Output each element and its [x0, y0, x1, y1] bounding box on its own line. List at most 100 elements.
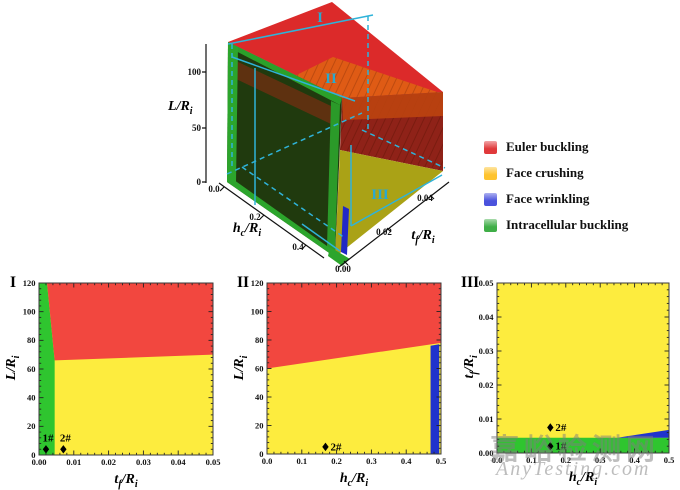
plot-II-ytick-label: 120 — [251, 278, 264, 288]
cube-L-axis-label: L/Ri — [168, 99, 193, 117]
plot-I-xtick-label: 0.05 — [206, 457, 221, 467]
plot-I-xtick-label: 0.04 — [171, 457, 187, 467]
tf-tick-0.02: 0.02 — [376, 227, 392, 237]
cube-left-edge-green-strip — [227, 42, 238, 183]
L-tick-0: 0 — [197, 177, 202, 187]
plot-I-region-euler_buckling — [47, 283, 213, 361]
plot-II-xtick-label: 0.0 — [262, 456, 273, 466]
plot-I-ytick-label: 20 — [27, 421, 36, 431]
panel-label-III: III — [461, 274, 479, 291]
section-outline-solid-lines — [227, 14, 443, 252]
cube-left-face-brown-band — [234, 60, 331, 124]
legend-label: Euler buckling — [506, 139, 589, 154]
plot-I-xtick-label: 0.03 — [136, 457, 151, 467]
cube-section-labels: I II III — [317, 10, 389, 203]
legend-swatch — [484, 218, 497, 232]
section-label-II: II — [325, 71, 337, 87]
legend-swatch — [484, 140, 497, 154]
plot-III-xtick-label: 0.2 — [560, 455, 571, 465]
plot-I-ytick-label: 0 — [31, 450, 35, 460]
plot-III-frame — [496, 282, 670, 454]
plot-I-ytick-label: 100 — [23, 306, 36, 316]
phase-cube-3d: 0 50 100 0.0 0.2 0.4 0.00 0.02 0.04 — [188, 2, 450, 274]
plot-III-region-intracellular_buckling — [497, 437, 669, 453]
tf-axis-ticks — [343, 194, 435, 266]
plot-II-frame — [266, 282, 442, 455]
plot-III-region-face_crushing — [497, 283, 669, 453]
plot-II-ytick-label: 80 — [255, 335, 264, 345]
plot-III-xtick-label: 0.3 — [595, 455, 606, 465]
plot-III-ytick-label: 0.05 — [479, 278, 494, 288]
hidden-edge-5 — [361, 129, 446, 169]
plot-III-region-face_wrinkling — [617, 429, 669, 438]
cube-tick-labels: 0 50 100 0.0 0.2 0.4 0.00 0.02 0.04 — [188, 67, 434, 274]
plot-I-marker-label-2#: 2# — [60, 432, 72, 444]
plot-II-ytick-label: 0 — [259, 449, 263, 459]
section-outline-dashed-lines — [226, 16, 446, 239]
hidden-edge-4 — [241, 166, 346, 239]
plot-II-region-face_wrinkling — [430, 344, 440, 454]
legend-label: Intracellular buckling — [506, 217, 629, 232]
plot-I-xlabel: tf/Ri — [114, 472, 138, 490]
plot-II-xtick-label: 0.4 — [401, 456, 412, 466]
plot-II: 0.0 0.1 0.2 0.3 0.4 0.5 0 20 40 60 80 100 120 2# II — [237, 274, 447, 466]
legend-swatch — [484, 192, 497, 206]
cube-tf-axis-label: tf/Ri — [411, 228, 435, 246]
plot-I-ytick-label: 40 — [27, 392, 36, 402]
plot-I-marker-2# — [60, 445, 67, 454]
plot-I-ylabel: L/Ri — [4, 355, 22, 381]
cube-hc-axis-label: hc/Ri — [232, 221, 262, 239]
plot-III-area: 0.0 0.1 0.2 0.3 0.4 0.5 0.00 0.01 0.02 0.03 0.04 0.… — [461, 274, 674, 465]
legend: Euler buckling Face crushing Face wrinklin… — [484, 134, 628, 238]
plot-III-xtick-label: 0.5 — [664, 455, 675, 465]
cube-right-face-crushing — [335, 150, 443, 257]
plot-I-ytick-label: 120 — [23, 278, 36, 288]
panel-label-II: II — [237, 274, 249, 291]
tf-tick-0.04: 0.04 — [417, 193, 433, 203]
plot-I-marker-1# — [42, 445, 50, 454]
cube-top-face-euler — [228, 2, 443, 98]
section-III-left-trace — [301, 223, 341, 252]
plot-II-marker-2# — [322, 442, 329, 452]
hc-tick-0.2: 0.2 — [249, 212, 261, 222]
legend-label: Face crushing — [506, 165, 584, 180]
plot-I-area: 0.00 0.01 0.02 0.03 0.04 0.05 0 20 40 60 80 100 120 1… — [10, 274, 220, 467]
plot-III-xtick-label: 0.0 — [492, 455, 503, 465]
plot-II-ytick-label: 20 — [255, 420, 264, 430]
plot-II-xtick-label: 0.2 — [331, 456, 342, 466]
plot-III-ytick-label: 0.03 — [479, 346, 494, 356]
plot-III-xtick-label: 0.4 — [629, 455, 640, 465]
plot-III-ytick-label: 0.00 — [479, 448, 494, 458]
L-tick-100: 100 — [188, 67, 202, 77]
cube-bottom-edge-green-strip — [227, 175, 335, 257]
plot-III-marker-label-2#: 2# — [555, 422, 567, 434]
tf-tick-0.00: 0.00 — [335, 264, 351, 274]
plot-I-xtick-label: 0.01 — [66, 457, 81, 467]
plot-II-region-euler_buckling — [267, 283, 441, 369]
plot-I-marker-label-1#: 1# — [42, 432, 54, 444]
legend-item-2: Face wrinkling — [484, 186, 628, 212]
section-I-top-trace — [227, 14, 374, 45]
plot-II-xtick-label: 0.5 — [436, 456, 447, 466]
plot-III-ylabel: tf/Ri — [462, 355, 480, 379]
plot-III-ytick-label: 0.04 — [479, 312, 495, 322]
plot-I-region-intracellular_buckling — [39, 283, 55, 455]
hc-tick-0.0: 0.0 — [208, 184, 220, 194]
hidden-edge-3 — [226, 112, 363, 175]
section-II-top-trace — [231, 56, 356, 102]
plot-III: 0.0 0.1 0.2 0.3 0.4 0.5 0.00 0.01 0.02 0.03 0.04 0.… — [461, 274, 674, 465]
plot-II-xtick-label: 0.1 — [296, 456, 307, 466]
plot-III-xlabel: hc/Ri — [568, 470, 598, 488]
legend-item-0: Euler buckling — [484, 134, 628, 160]
legend-item-1: Face crushing — [484, 160, 628, 186]
plot-I-frame — [38, 282, 214, 456]
cube-top-edge-green-strip — [228, 42, 342, 105]
legend-item-3: Intracellular buckling — [484, 212, 628, 238]
cube-axes — [202, 44, 450, 268]
L-tick-50: 50 — [192, 123, 202, 133]
plot-III-ytick-label: 0.02 — [479, 380, 494, 390]
plot-I-xtick-label: 0.02 — [101, 457, 116, 467]
section-III-bottom-trace — [350, 174, 443, 227]
plot-II-xlabel: hc/Ri — [339, 471, 369, 489]
